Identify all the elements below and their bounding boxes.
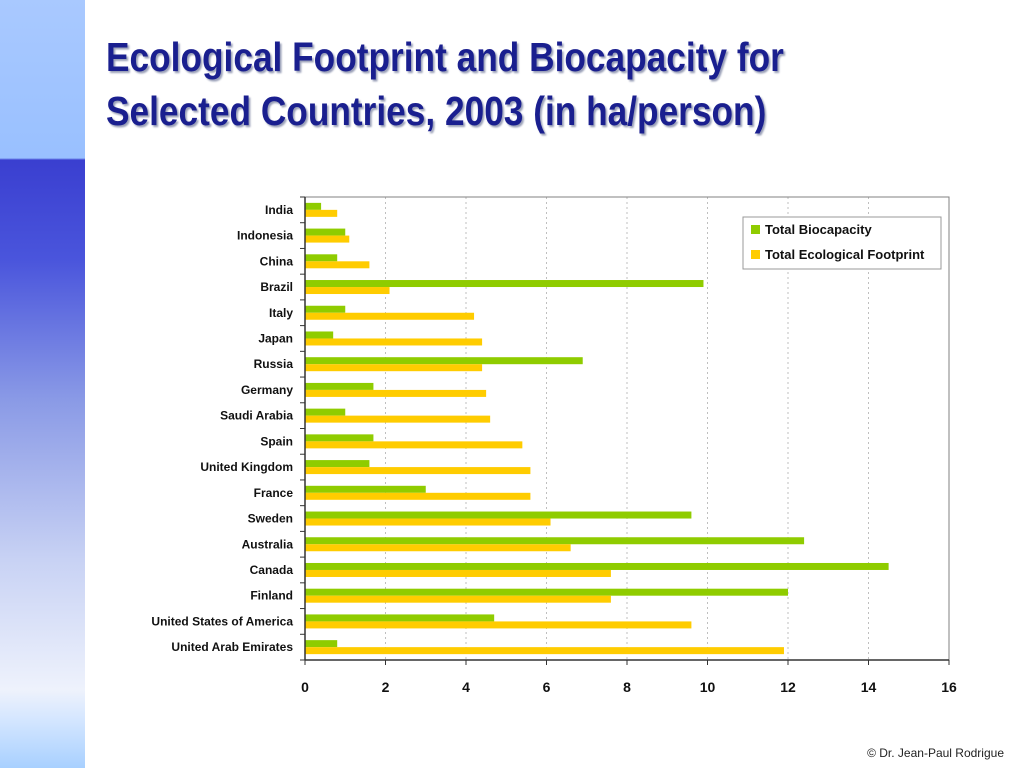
category-label: United Arab Emirates: [171, 640, 293, 654]
x-tick-label: 16: [941, 679, 957, 695]
bar-biocapacity: [305, 228, 346, 236]
category-label: Sweden: [248, 512, 293, 526]
bar-footprint: [305, 209, 338, 217]
bar-biocapacity: [305, 434, 374, 442]
category-label: Japan: [258, 331, 293, 345]
slide-title: Ecological Footprint and Biocapacity for…: [106, 34, 784, 134]
legend: Total Biocapacity Total Ecological Footpr…: [742, 216, 942, 270]
bar-footprint: [305, 235, 350, 243]
decorative-side-bar: [0, 0, 85, 768]
bar-biocapacity: [305, 588, 788, 596]
bar-footprint: [305, 595, 611, 603]
bar-biocapacity: [305, 511, 692, 519]
x-tick-label: 8: [623, 679, 631, 695]
category-label: Germany: [241, 383, 293, 397]
bar-footprint: [305, 518, 551, 526]
bar-biocapacity: [305, 460, 370, 468]
bar-footprint: [305, 544, 571, 552]
legend-box: [742, 216, 942, 270]
category-label: France: [254, 486, 294, 500]
bar-footprint: [305, 415, 491, 423]
category-label: Saudi Arabia: [220, 409, 293, 423]
x-tick-label: 0: [301, 679, 309, 695]
copyright-note: © Dr. Jean-Paul Rodrigue: [867, 746, 1004, 760]
bar-footprint: [305, 312, 475, 320]
bar-footprint: [305, 647, 784, 655]
category-label: Russia: [254, 357, 294, 371]
x-tick-label: 10: [700, 679, 716, 695]
category-label: United States of America: [151, 614, 293, 628]
bar-biocapacity: [305, 640, 338, 648]
x-tick-label: 14: [861, 679, 877, 695]
category-label: Spain: [260, 434, 293, 448]
bar-biocapacity: [305, 254, 338, 262]
bar-biocapacity: [305, 202, 322, 210]
legend-label-footprint: Total Ecological Footprint: [765, 247, 925, 262]
bars: [305, 202, 889, 655]
bar-footprint: [305, 338, 483, 346]
x-tick-label: 4: [462, 679, 470, 695]
bar-biocapacity: [305, 614, 495, 622]
bar-biocapacity: [305, 280, 704, 288]
category-label: China: [260, 254, 294, 268]
category-label: Indonesia: [237, 229, 293, 243]
bar-footprint: [305, 364, 483, 372]
category-label: India: [265, 203, 293, 217]
bar-footprint: [305, 621, 692, 629]
axes: [300, 196, 950, 665]
category-label: Australia: [242, 537, 294, 551]
bar-biocapacity: [305, 331, 334, 339]
legend-swatch-footprint: [751, 250, 760, 259]
legend-label-biocapacity: Total Biocapacity: [765, 222, 872, 237]
category-label: United Kingdom: [200, 460, 293, 474]
category-label: Canada: [250, 563, 294, 577]
category-label: Finland: [250, 589, 293, 603]
bar-footprint: [305, 492, 531, 500]
bar-biocapacity: [305, 562, 889, 570]
x-tick-label: 12: [780, 679, 796, 695]
bar-biocapacity: [305, 305, 346, 313]
bar-footprint: [305, 261, 370, 269]
x-tick-label: 2: [382, 679, 390, 695]
bar-biocapacity: [305, 382, 374, 390]
x-tick-labels: 0 2 4 6 8 10 12 14 16: [301, 679, 957, 695]
x-tick-label: 6: [543, 679, 551, 695]
bar-biocapacity: [305, 408, 346, 416]
bar-footprint: [305, 287, 390, 295]
bar-footprint: [305, 441, 523, 449]
grid-lines: [385, 197, 869, 660]
category-label: Italy: [269, 306, 293, 320]
category-labels: India Indonesia China Brazil Italy Japan Russi…: [151, 203, 293, 654]
bar-footprint: [305, 389, 487, 397]
bar-biocapacity: [305, 357, 583, 365]
legend-swatch-biocapacity: [751, 225, 760, 234]
bar-biocapacity: [305, 537, 805, 545]
bar-footprint: [305, 569, 611, 577]
category-label: Brazil: [260, 280, 293, 294]
bar-footprint: [305, 467, 531, 475]
bar-biocapacity: [305, 485, 426, 493]
